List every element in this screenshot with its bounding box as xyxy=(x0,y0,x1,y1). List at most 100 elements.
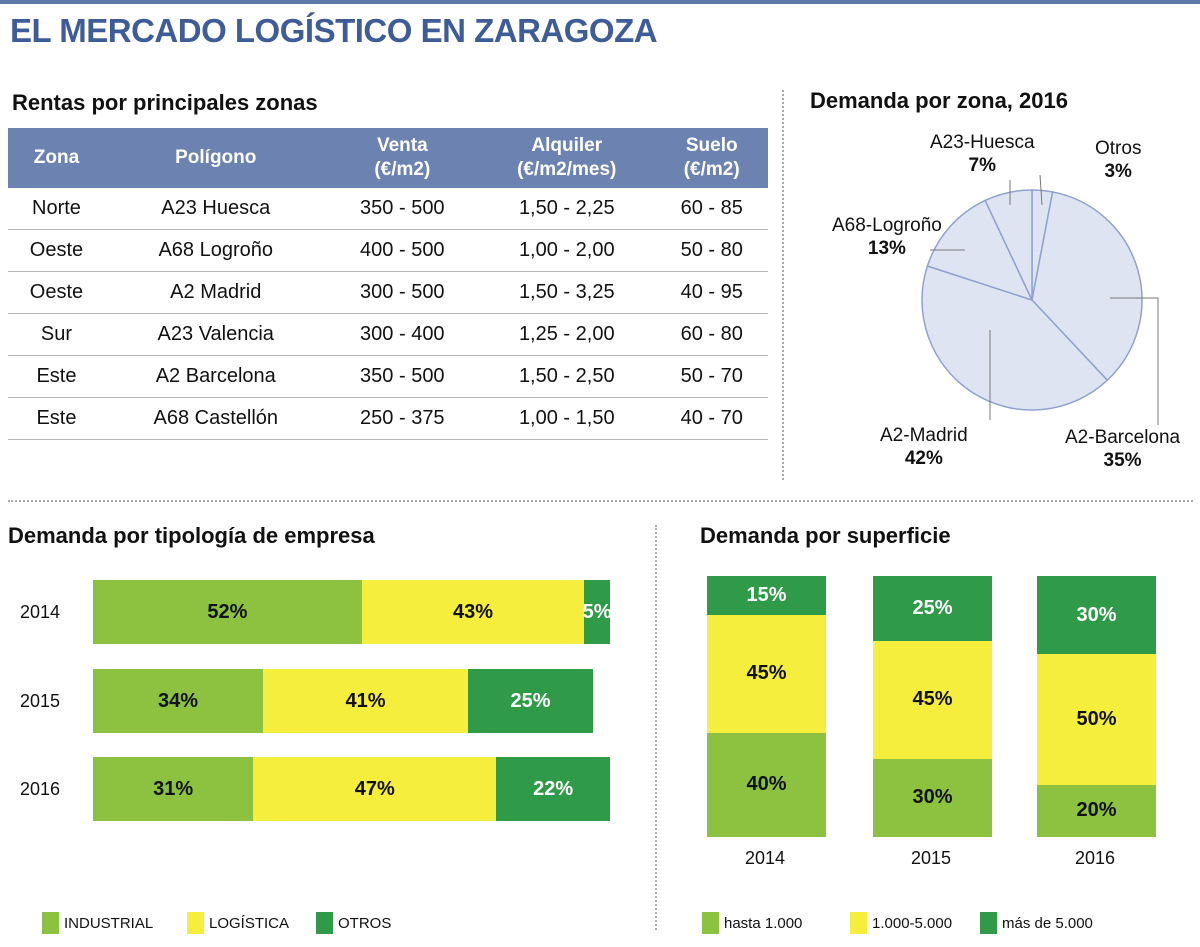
year-label: 2016 xyxy=(1075,848,1116,868)
table-row: Este A2 Barcelona 350 - 500 1,50 - 2,50 50 -… xyxy=(8,355,768,398)
column-segment-1: 45% xyxy=(707,615,826,733)
pie-chart xyxy=(921,174,1159,425)
table-cell: 300 - 500 xyxy=(326,271,479,314)
legend-swatch xyxy=(42,912,59,934)
column-segment-2: 30% xyxy=(1037,576,1156,655)
year-label: 2014 xyxy=(745,848,786,868)
table-cell: 60 - 80 xyxy=(655,313,768,356)
column-segment-0: 20% xyxy=(1037,784,1156,837)
pie-label-name: Otros xyxy=(1095,138,1142,159)
legend-item: más de 5.000 xyxy=(980,912,1093,934)
pie-label: A68-Logroño 13% xyxy=(832,215,942,261)
table-cell: 1,50 - 2,50 xyxy=(478,355,656,398)
column-segment-0: 30% xyxy=(873,758,992,837)
bar-segment-otros: 25% xyxy=(468,669,593,733)
table-cell: 1,50 - 3,25 xyxy=(478,271,656,314)
table-cell: 1,00 - 2,00 xyxy=(478,229,656,272)
legend-item: OTROS xyxy=(316,912,391,934)
column-segment-2: 25% xyxy=(873,576,992,642)
column-header: Alquiler (€/m2/mes) xyxy=(478,128,656,188)
bar-segment-logística: 43% xyxy=(361,580,585,644)
page-title: EL MERCADO LOGÍSTICO EN ZARAGOZA xyxy=(10,12,658,49)
legend-swatch xyxy=(980,912,997,934)
pie-slice-a2-madrid xyxy=(921,265,1109,411)
table-cell: 250 - 375 xyxy=(326,397,479,440)
pie-label: A23-Huesca 7% xyxy=(930,132,1035,178)
legend-item: LOGÍSTICA xyxy=(187,912,289,934)
pie-label-value: 3% xyxy=(1104,160,1132,182)
table-cell: 1,00 - 1,50 xyxy=(478,397,656,440)
pie-slice-a23-huesca xyxy=(984,189,1033,301)
hbar-title: Demanda por tipología de empresa xyxy=(8,523,375,548)
table-cell: A23 Valencia xyxy=(104,313,327,356)
table-cell: A68 Castellón xyxy=(104,397,327,440)
pie-label-name: A68-Logroño xyxy=(832,215,942,236)
table-cell: Este xyxy=(8,397,105,440)
table-row: Sur A23 Valencia 300 - 400 1,25 - 2,00 60 - … xyxy=(8,313,768,356)
legend-swatch xyxy=(850,912,867,934)
pie-label-value: 35% xyxy=(1103,449,1142,471)
bar-segment-otros: 22% xyxy=(496,757,610,821)
table-row: Oeste A68 Logroño 400 - 500 1,00 - 2,00 50 -… xyxy=(8,229,768,272)
table-cell: 50 - 80 xyxy=(655,229,768,272)
column-header: Zona xyxy=(8,128,105,188)
legend-item: INDUSTRIAL xyxy=(42,912,153,934)
bar-segment-industrial: 34% xyxy=(93,669,263,733)
pie-label: A2-Madrid 42% xyxy=(880,425,968,471)
legend-label: más de 5.000 xyxy=(1002,914,1093,932)
column-header: Polígono xyxy=(104,128,327,188)
pie-label-value: 7% xyxy=(968,154,997,176)
divider xyxy=(655,525,657,930)
bar-segment-industrial: 31% xyxy=(93,757,254,821)
table-cell: 1,25 - 2,00 xyxy=(478,313,656,356)
divider xyxy=(782,90,784,480)
leader-line xyxy=(1039,174,1043,206)
bar-segment-otros: 5% xyxy=(583,580,612,644)
column-segment-1: 45% xyxy=(873,641,992,759)
year-label: 2014 xyxy=(20,602,61,622)
table-cell: A2 Madrid xyxy=(104,271,327,314)
bar-segment-logística: 47% xyxy=(253,757,497,821)
table-cell: Este xyxy=(8,355,105,398)
pie-label-name: A2-Madrid xyxy=(880,425,968,446)
legend-swatch xyxy=(187,912,204,934)
legend-label: hasta 1.000 xyxy=(724,914,803,932)
year-label: 2016 xyxy=(20,779,61,799)
leader-line xyxy=(1110,297,1159,425)
pie-label-value: 42% xyxy=(904,447,943,469)
table-row: Oeste A2 Madrid 300 - 500 1,50 - 3,25 40 - 9… xyxy=(8,271,768,314)
pie-slice-a68-logroño xyxy=(926,199,1034,302)
column-header: Suelo (€/m2) xyxy=(655,128,768,188)
legend-label: INDUSTRIAL xyxy=(64,914,154,932)
table-cell: 60 - 85 xyxy=(655,188,768,230)
pie-label: Otros 3% xyxy=(1095,138,1141,184)
legend-label: OTROS xyxy=(338,914,392,932)
table-cell: 40 - 70 xyxy=(655,397,768,440)
table-cell: A68 Logroño xyxy=(104,229,327,272)
column-segment-1: 50% xyxy=(1037,654,1156,785)
table-cell: Norte xyxy=(8,188,105,230)
table-cell: Oeste xyxy=(8,229,105,272)
legend-item: hasta 1.000 xyxy=(702,912,802,934)
rents-table: Zona Polígono Venta (€/m2) Alquiler (€/m2/m… xyxy=(8,128,768,440)
pie-slice-a2-barcelona xyxy=(1031,191,1143,382)
vbar-title: Demanda por superficie xyxy=(700,523,951,548)
table-cell: 40 - 95 xyxy=(655,271,768,314)
legend-label: 1.000-5.000 xyxy=(872,914,953,932)
year-label: 2015 xyxy=(911,848,952,868)
column-header: Venta (€/m2) xyxy=(326,128,479,188)
table-cell: Sur xyxy=(8,313,105,356)
bar-segment-industrial: 52% xyxy=(93,580,362,644)
top-rule xyxy=(0,0,1200,4)
divider xyxy=(8,500,1193,502)
pie-label-value: 13% xyxy=(867,237,906,259)
table-cell: 50 - 70 xyxy=(655,355,768,398)
pie-title: Demanda por zona, 2016 xyxy=(810,88,1068,113)
legend-label: LOGÍSTICA xyxy=(209,914,290,932)
bar-segment-logística: 41% xyxy=(263,669,468,733)
column-segment-2: 15% xyxy=(707,576,826,616)
pie-label-name: A2-Barcelona xyxy=(1065,427,1181,448)
column-segment-0: 40% xyxy=(707,732,826,837)
legend-swatch xyxy=(316,912,333,934)
table-cell: 350 - 500 xyxy=(326,355,479,398)
